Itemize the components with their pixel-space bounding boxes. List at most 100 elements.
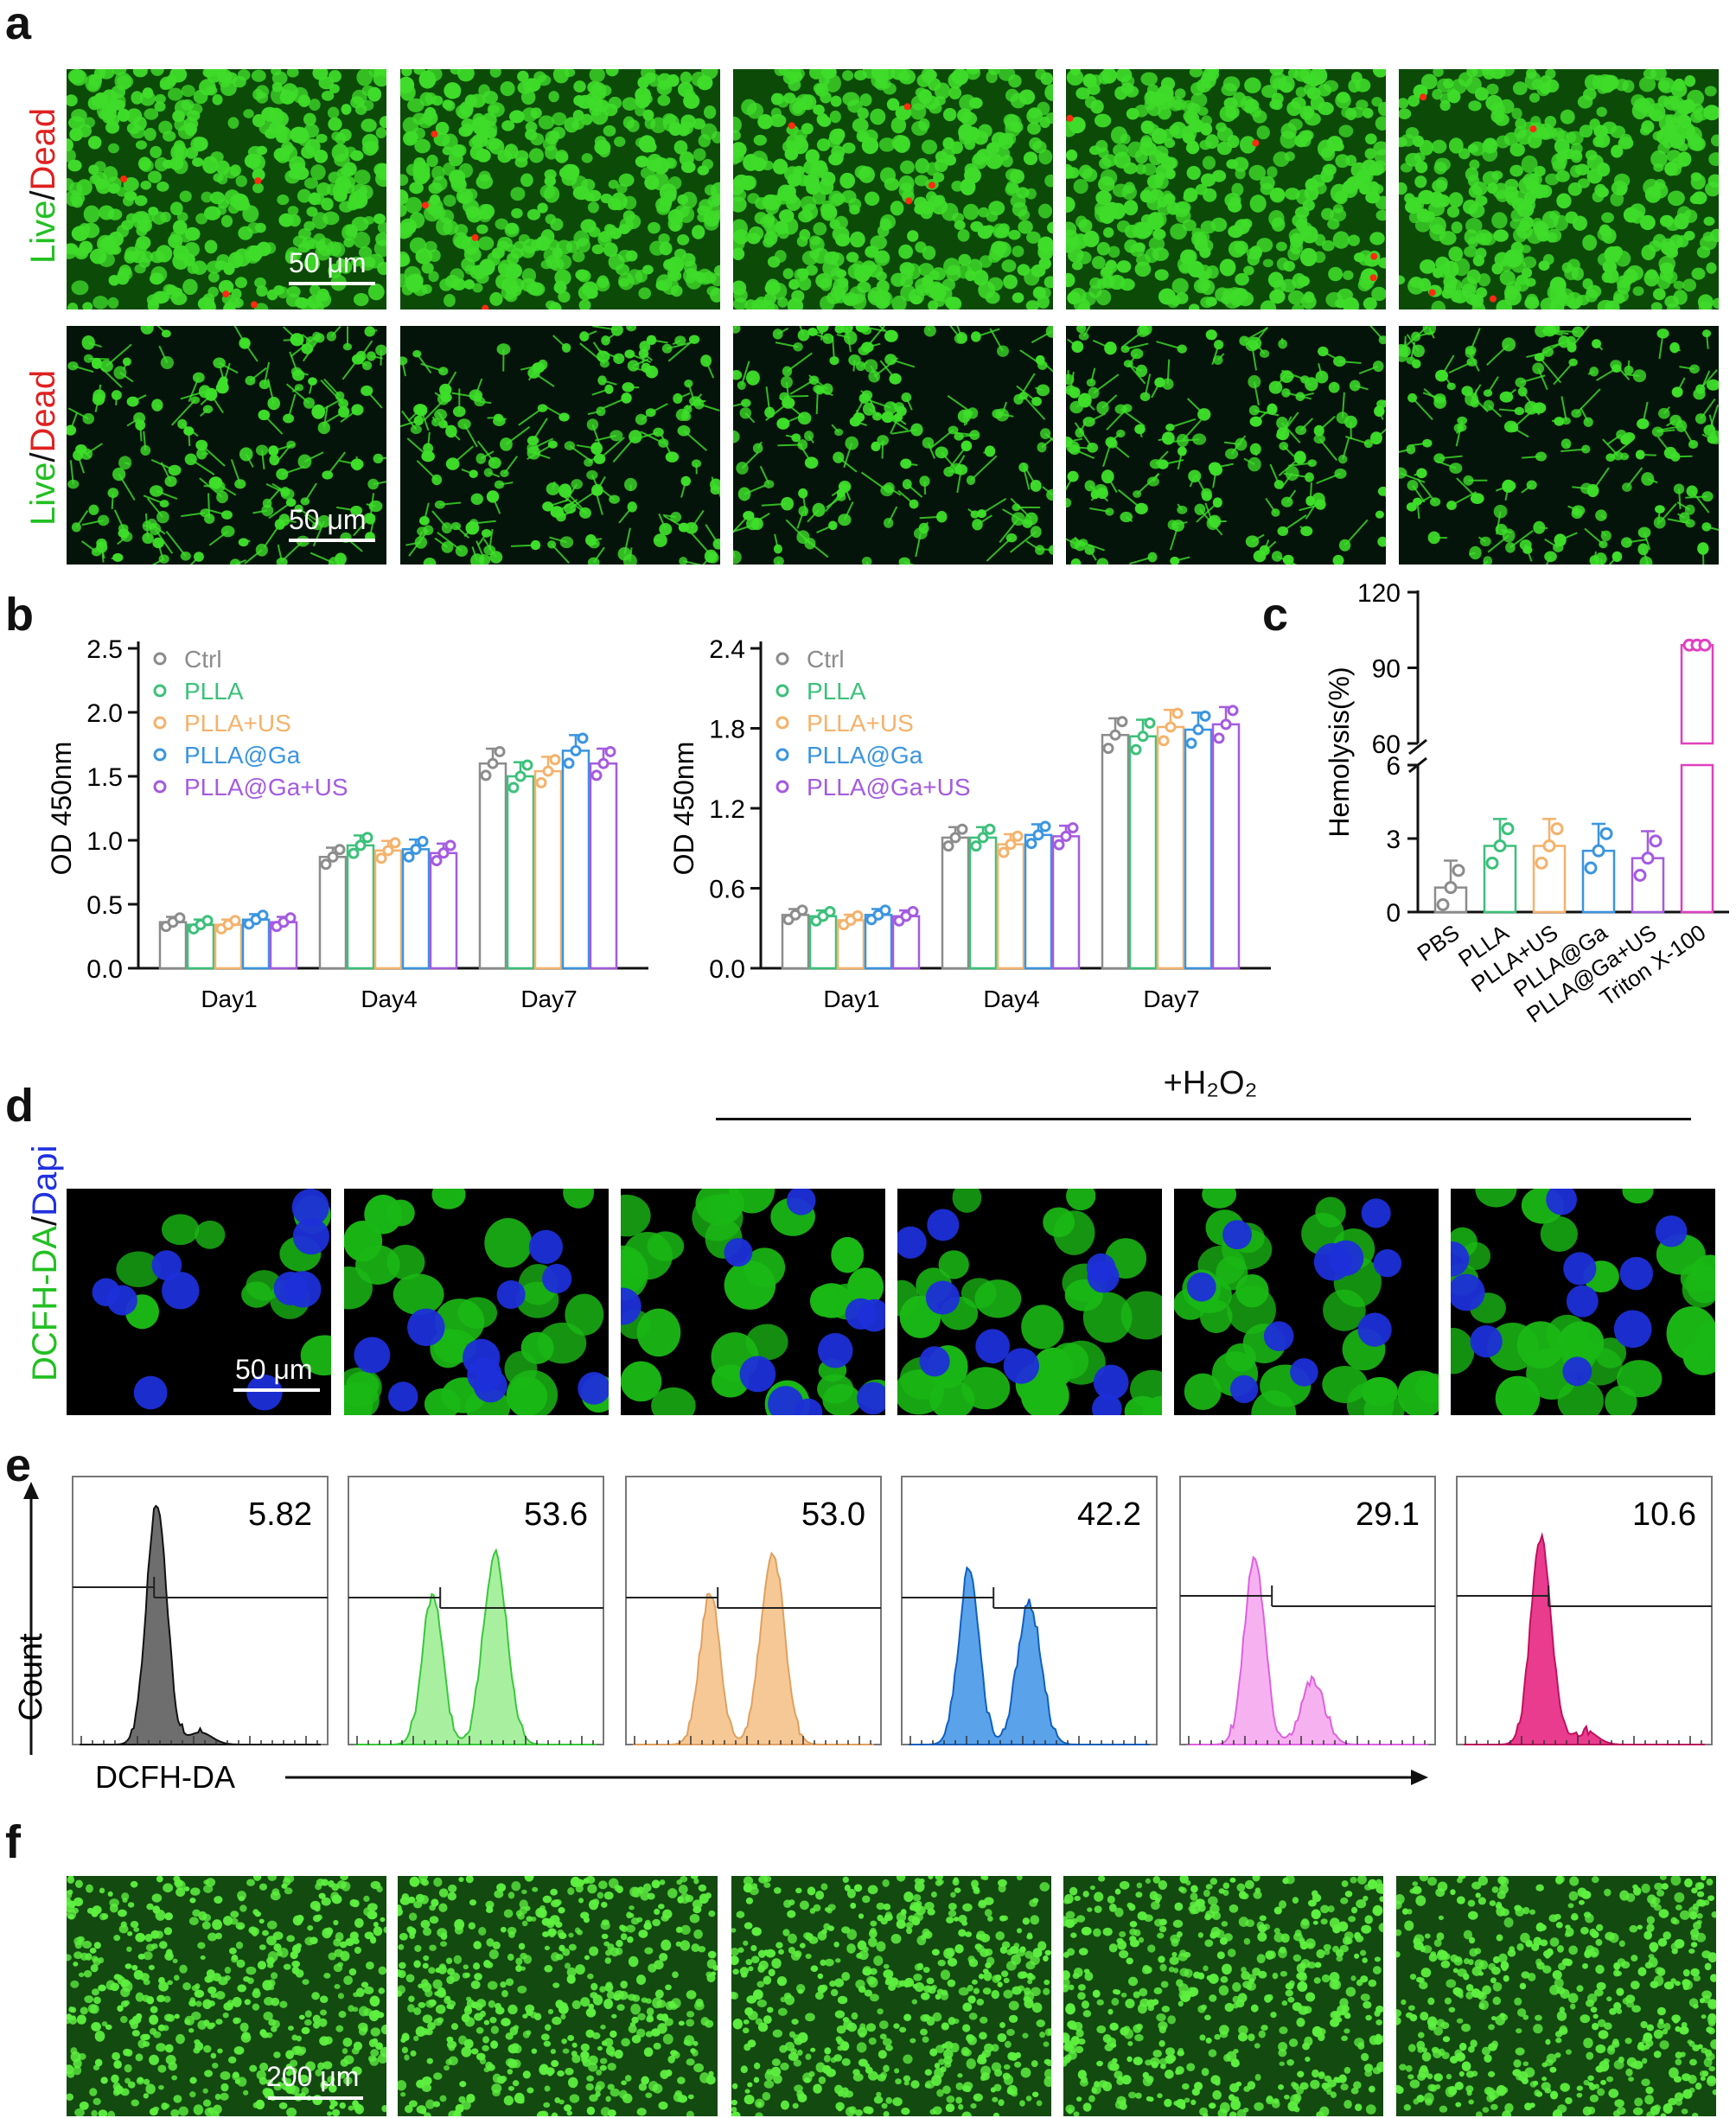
cell (1124, 86, 1139, 98)
cell (627, 1936, 634, 1943)
cell (98, 1984, 106, 1992)
cell (628, 1955, 639, 1968)
cell (1375, 510, 1384, 519)
cell (1412, 135, 1425, 148)
cell-process (786, 352, 813, 373)
data-point (375, 852, 387, 864)
cell (317, 2062, 325, 2070)
cell (197, 1942, 206, 1949)
cell (1292, 272, 1306, 290)
cell (1140, 120, 1153, 134)
bar (968, 836, 998, 970)
cell (1699, 235, 1717, 251)
cell (370, 1936, 376, 1942)
nucleus (151, 1250, 182, 1281)
cell (207, 1986, 217, 1994)
cell (183, 118, 199, 131)
cell (87, 136, 102, 150)
data-point (907, 906, 919, 918)
cell (266, 1962, 274, 1968)
cell (337, 1993, 345, 2000)
cell (898, 244, 913, 259)
cell (381, 2104, 386, 2113)
legend-label: PLLA@Ga+US (184, 774, 348, 801)
cell (1399, 467, 1407, 479)
cell (457, 418, 471, 430)
nucleus (1373, 1248, 1402, 1278)
y-tick-label: 0.0 (709, 955, 745, 984)
cell (1239, 136, 1256, 154)
nucleus (291, 1189, 329, 1227)
cell (1221, 294, 1232, 305)
cell (433, 2072, 443, 2080)
cell (925, 282, 942, 298)
cell (1439, 99, 1451, 112)
cell (96, 538, 107, 548)
panel-a-live-dead-bottom (400, 326, 720, 565)
cell (91, 358, 102, 369)
cell (705, 2019, 714, 2028)
cell (179, 1964, 188, 1974)
cell (555, 151, 569, 163)
cell (933, 172, 945, 182)
cell (1632, 369, 1647, 383)
data-point (1053, 839, 1065, 851)
cell (152, 211, 167, 225)
data-point (956, 823, 968, 835)
cell (1295, 425, 1307, 436)
cell (900, 266, 914, 280)
cell (1604, 268, 1619, 284)
cell (973, 270, 989, 286)
cell (1068, 247, 1084, 263)
cell (1469, 545, 1482, 560)
cell (1516, 201, 1535, 218)
cell (164, 2044, 174, 2053)
cell (934, 195, 946, 206)
cell (1483, 399, 1495, 411)
cell (645, 2092, 653, 2099)
cell (418, 1876, 428, 1881)
cell (413, 415, 424, 426)
cell (943, 107, 957, 122)
cell (1025, 300, 1039, 309)
cell (139, 91, 156, 106)
cell (961, 440, 973, 452)
cell (649, 240, 666, 256)
cell (229, 558, 241, 565)
cell (1304, 112, 1321, 126)
cell (1377, 486, 1386, 496)
cell (871, 441, 881, 452)
cell (646, 335, 657, 346)
cell (237, 1924, 243, 1930)
data-point (984, 823, 996, 835)
cell (234, 479, 246, 489)
cell (1399, 275, 1406, 285)
cell (1037, 203, 1052, 219)
cell (943, 466, 954, 477)
cell (181, 85, 195, 98)
cell (277, 286, 290, 299)
cell (641, 93, 653, 105)
cell (890, 201, 904, 216)
cell (1018, 463, 1029, 473)
cell (79, 222, 91, 235)
cell (359, 257, 375, 271)
cell (90, 1964, 99, 1973)
cell (1333, 355, 1346, 367)
cell (820, 69, 837, 80)
cell (111, 2074, 119, 2083)
cell (442, 146, 453, 156)
cell (239, 1904, 247, 1912)
cell (304, 2010, 312, 2018)
cell (89, 1948, 97, 1954)
cell (423, 443, 434, 454)
cell (418, 516, 430, 526)
cell (1466, 269, 1481, 284)
cell (156, 181, 169, 192)
cell (635, 137, 647, 148)
cell (466, 207, 482, 223)
panel-f-tube-image (398, 1876, 718, 2116)
cell (1147, 552, 1158, 563)
cell (170, 2108, 180, 2116)
cell (163, 131, 176, 142)
